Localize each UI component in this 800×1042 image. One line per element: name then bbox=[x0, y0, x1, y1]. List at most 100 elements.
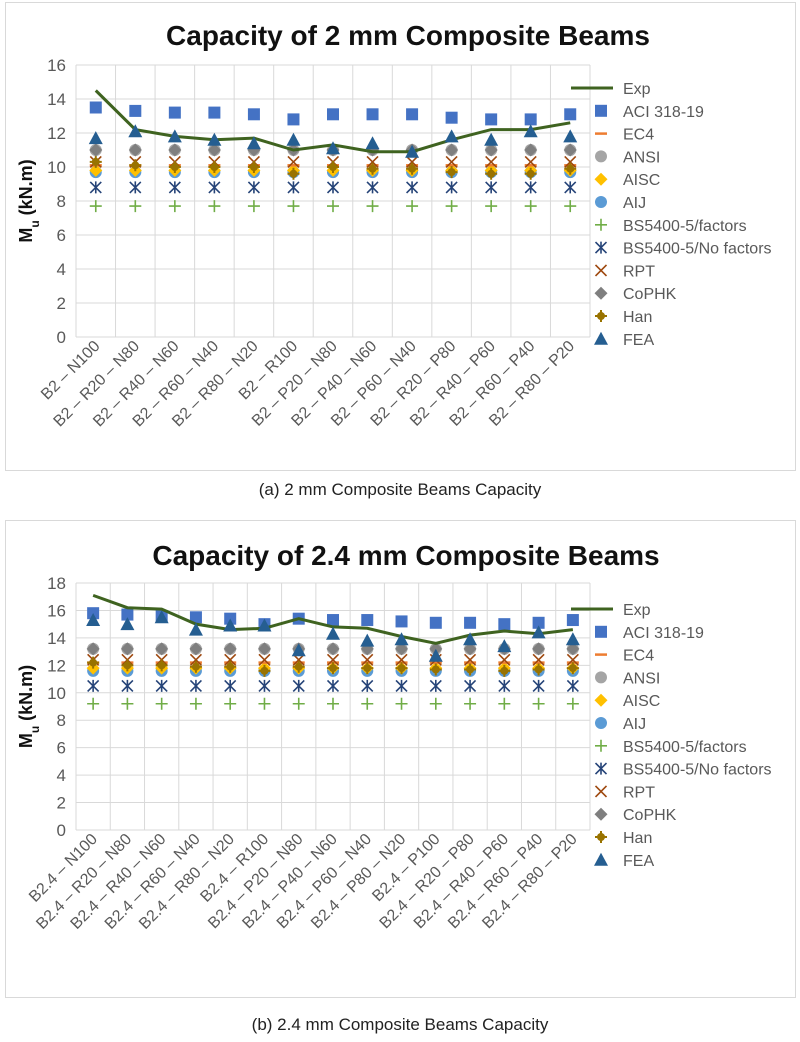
point-bs5400-5-no-factors bbox=[87, 679, 100, 692]
point-bs5400-5-factors bbox=[395, 697, 408, 710]
point-bs5400-5-factors bbox=[89, 200, 102, 213]
point-han bbox=[445, 166, 458, 179]
legend-item-ansi: ANSI bbox=[595, 670, 660, 687]
legend-marker-bs5400-5-factors bbox=[595, 739, 607, 752]
point-bs5400-5-no-factors bbox=[485, 181, 498, 194]
legend-item-ec4: EC4 bbox=[595, 648, 654, 665]
point-han bbox=[429, 663, 442, 676]
legend-label: BS5400-5/factors bbox=[623, 218, 747, 235]
point-aci-318-19 bbox=[445, 111, 458, 124]
point-fea bbox=[188, 622, 203, 636]
point-bs5400-5-no-factors bbox=[189, 679, 202, 692]
point-bs5400-5-no-factors bbox=[566, 679, 579, 692]
point-bs5400-5-factors bbox=[168, 200, 181, 213]
point-rpt bbox=[189, 653, 202, 666]
point-han bbox=[524, 167, 537, 180]
point-rpt bbox=[395, 653, 408, 666]
point-han bbox=[287, 167, 300, 180]
y-tick-labels: 0 2 4 6 8 10 12 14 16 18 bbox=[47, 574, 66, 840]
legend-marker-aisc bbox=[594, 172, 608, 186]
legend-item-bs5400-5-no-factors: BS5400-5/No factors bbox=[594, 241, 772, 258]
point-aci-318-19 bbox=[366, 108, 379, 121]
y-tick-label: 12 bbox=[47, 656, 66, 675]
y-tick-label: 6 bbox=[57, 739, 66, 758]
point-han bbox=[247, 161, 260, 173]
point-aci-318-19 bbox=[524, 113, 537, 126]
point-fea bbox=[497, 639, 512, 653]
point-aci-318-19 bbox=[361, 614, 374, 627]
point-rpt bbox=[524, 155, 537, 168]
legend-label: RPT bbox=[623, 263, 655, 280]
point-fea bbox=[428, 648, 443, 662]
y-tick-label: 14 bbox=[47, 90, 66, 109]
legend-item-fea: FEA bbox=[594, 852, 654, 870]
point-fea bbox=[444, 129, 459, 143]
legend-label: ANSI bbox=[623, 149, 660, 166]
point-fea bbox=[207, 132, 222, 146]
caption-b: (b) 2.4 mm Composite Beams Capacity bbox=[251, 1015, 549, 1034]
legend-item-aisc: AISC bbox=[594, 693, 660, 710]
legend-item-cophk: CoPHK bbox=[594, 286, 677, 303]
point-bs5400-5-no-factors bbox=[326, 181, 340, 194]
point-cophk bbox=[89, 143, 103, 157]
point-bs5400-5-factors bbox=[566, 697, 579, 710]
legend-marker-aisc bbox=[594, 693, 608, 707]
legend-label: CoPHK bbox=[623, 286, 677, 303]
legend-marker-han bbox=[595, 831, 607, 843]
point-han bbox=[406, 162, 419, 175]
point-bs5400-5-no-factors bbox=[168, 181, 181, 194]
point-fea bbox=[405, 144, 420, 158]
point-rpt bbox=[566, 653, 579, 666]
point-bs5400-5-factors bbox=[464, 697, 477, 710]
point-bs5400-5-no-factors bbox=[129, 181, 142, 194]
point-fea bbox=[394, 632, 409, 646]
y-tick-label: 4 bbox=[57, 260, 66, 279]
legend-label: AISC bbox=[623, 172, 660, 189]
legend-item-bs5400-5-factors: BS5400-5/factors bbox=[595, 218, 747, 235]
point-fea bbox=[326, 626, 340, 640]
y-axis-label: Mu (kN.m) bbox=[16, 665, 42, 748]
y-tick-label: 16 bbox=[47, 601, 66, 620]
legend-marker-ansi bbox=[595, 671, 607, 684]
legend-item-aisc: AISC bbox=[594, 172, 660, 189]
y-tick-label: 12 bbox=[47, 124, 66, 143]
point-rpt bbox=[498, 653, 511, 666]
point-rpt bbox=[361, 653, 374, 666]
point-fea bbox=[257, 618, 272, 632]
caption-a: (a) 2 mm Composite Beams Capacity bbox=[258, 480, 542, 499]
point-han bbox=[485, 167, 498, 180]
legend-label: ANSI bbox=[623, 670, 660, 687]
legend-item-aci-318-19: ACI 318-19 bbox=[595, 625, 704, 642]
point-bs5400-5-factors bbox=[155, 697, 168, 710]
legend-label: ACI 318-19 bbox=[623, 625, 704, 642]
point-cophk bbox=[326, 642, 340, 656]
point-cophk bbox=[120, 642, 134, 656]
point-han bbox=[498, 664, 511, 677]
legend-label: CoPHK bbox=[623, 807, 677, 824]
legend-label: Han bbox=[623, 309, 652, 326]
point-rpt bbox=[464, 653, 477, 666]
point-fea bbox=[88, 131, 103, 145]
y-axis-label: Mu (kN.m) bbox=[16, 159, 42, 242]
point-aci-318-19 bbox=[485, 113, 498, 126]
point-bs5400-5-no-factors bbox=[258, 679, 271, 692]
point-bs5400-5-no-factors bbox=[464, 679, 477, 692]
point-bs5400-5-no-factors bbox=[89, 181, 102, 194]
point-aisc bbox=[89, 163, 103, 177]
point-aci-318-19 bbox=[287, 113, 300, 126]
point-rpt bbox=[532, 653, 545, 666]
point-bs5400-5-no-factors bbox=[524, 181, 537, 194]
point-aci-318-19 bbox=[189, 611, 202, 624]
point-bs5400-5-no-factors bbox=[395, 679, 408, 692]
legend-item-bs5400-5-no-factors: BS5400-5/No factors bbox=[594, 762, 772, 779]
point-fea bbox=[167, 129, 182, 143]
legend-item-fea: FEA bbox=[594, 331, 654, 349]
point-bs5400-5-no-factors bbox=[361, 679, 374, 692]
point-aci-318-19 bbox=[327, 108, 339, 121]
legend-marker-cophk bbox=[594, 807, 608, 821]
point-aci-318-19 bbox=[429, 616, 442, 629]
point-han bbox=[258, 664, 271, 677]
legend: Exp ACI 318-19 EC4 ANSI AISC AIJ BS5400-5/fact… bbox=[571, 602, 772, 870]
point-rpt bbox=[287, 155, 300, 168]
